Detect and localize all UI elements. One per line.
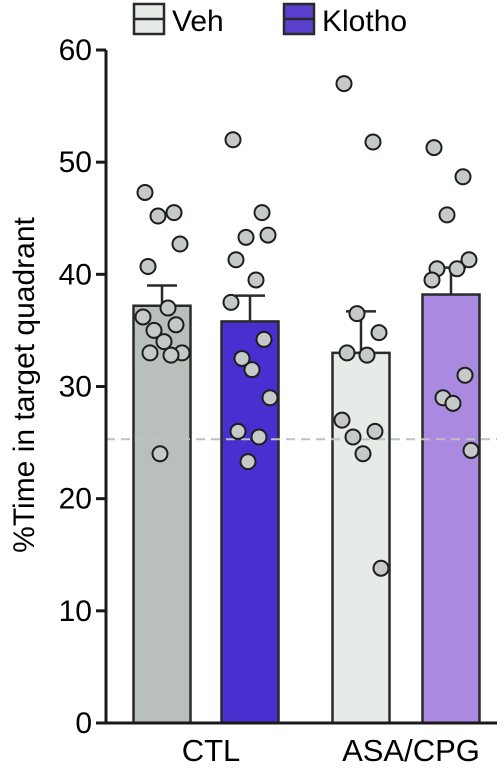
data-point-0-6 — [134, 308, 152, 326]
bar-0 — [132, 304, 192, 725]
data-point-2-3 — [370, 324, 388, 342]
data-point-1-13 — [239, 453, 257, 471]
data-point-1-10 — [261, 389, 279, 407]
data-point-1-12 — [250, 428, 268, 446]
data-point-3-0 — [425, 139, 443, 157]
data-point-2-2 — [348, 305, 366, 323]
data-point-1-5 — [247, 271, 265, 289]
data-point-0-1 — [165, 204, 183, 222]
data-point-1-6 — [222, 293, 240, 311]
data-point-1-11 — [229, 422, 247, 440]
data-point-2-1 — [364, 133, 382, 151]
data-point-1-8 — [233, 349, 251, 367]
data-point-0-7 — [167, 316, 185, 334]
data-point-2-9 — [354, 445, 372, 463]
data-point-1-7 — [255, 330, 273, 348]
bar-3 — [421, 293, 481, 725]
data-point-3-2 — [438, 206, 456, 224]
data-point-3-5 — [448, 260, 466, 278]
y-tick-label-30: 30 — [59, 371, 92, 404]
data-point-1-3 — [259, 226, 277, 244]
data-point-0-11 — [141, 344, 159, 362]
legend-label-veh: Veh — [172, 5, 224, 38]
legend: Veh Klotho — [132, 2, 407, 38]
data-point-3-1 — [454, 168, 472, 186]
data-point-3-9 — [444, 394, 462, 412]
y-axis-label: %Time in target quadrant — [8, 216, 41, 552]
data-point-1-1 — [253, 204, 271, 222]
y-tick-label-10: 10 — [59, 595, 92, 628]
data-point-1-2 — [237, 228, 255, 246]
data-point-3-10 — [462, 441, 480, 459]
y-tick-label-50: 50 — [59, 146, 92, 179]
bar-1 — [220, 320, 280, 725]
data-point-2-5 — [358, 346, 376, 364]
group-label-asa-cpg: ASA/CPG — [342, 733, 480, 768]
data-point-2-7 — [366, 422, 384, 440]
data-point-0-5 — [159, 299, 177, 317]
y-tick-label-20: 20 — [59, 483, 92, 516]
group-label-ctl: CTL — [182, 733, 241, 768]
data-point-2-4 — [338, 344, 356, 362]
data-point-1-0 — [224, 131, 242, 149]
data-point-3-7 — [456, 366, 474, 384]
data-point-0-9 — [155, 333, 173, 351]
data-point-2-0 — [335, 75, 353, 93]
data-point-3-3 — [460, 251, 478, 269]
data-point-0-4 — [139, 257, 157, 275]
data-point-0-12 — [162, 346, 180, 364]
data-point-2-6 — [333, 411, 351, 429]
legend-label-klotho: Klotho — [322, 5, 407, 38]
data-point-0-3 — [171, 235, 189, 253]
y-tick-label-60: 60 — [59, 34, 92, 67]
data-point-2-8 — [344, 428, 362, 446]
data-point-0-0 — [136, 183, 154, 201]
data-point-2-10 — [372, 559, 390, 577]
plot-area: 0 10 20 30 40 50 60 — [59, 34, 497, 740]
bar-2 — [331, 351, 391, 725]
data-point-0-8 — [145, 321, 163, 339]
y-tick-label-40: 40 — [59, 258, 92, 291]
y-tick-label-0: 0 — [75, 707, 92, 740]
data-point-0-13 — [151, 445, 169, 463]
data-point-3-6 — [423, 271, 441, 289]
data-point-0-2 — [149, 207, 167, 225]
data-point-1-4 — [227, 251, 245, 269]
data-point-1-9 — [243, 361, 261, 379]
